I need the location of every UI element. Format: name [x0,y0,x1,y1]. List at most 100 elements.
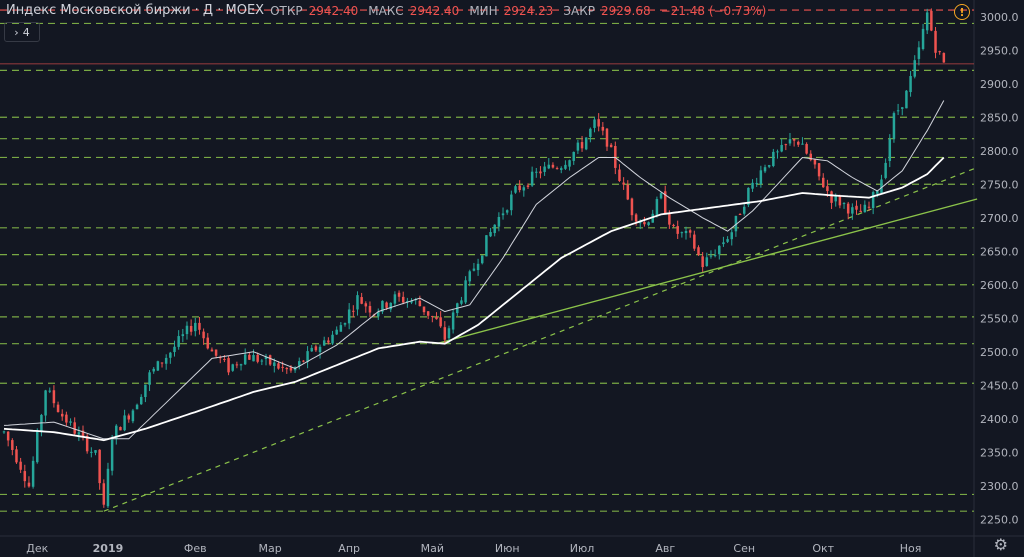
warning-icon[interactable]: ! [954,4,970,20]
candle-body [36,431,39,463]
candle-body [397,292,401,297]
candle-body [60,413,64,417]
candle-body [846,203,850,214]
y-tick-label: 2600.0 [980,279,1019,292]
candle-body [331,334,334,344]
candle-body [206,337,210,349]
candle-body [930,10,933,31]
candle-body [626,184,630,200]
candle-body [422,306,426,313]
candle-body [647,222,650,226]
candle-body [85,435,89,452]
y-tick-label: 2900.0 [980,78,1019,91]
close-label: ЗАКР [563,3,595,18]
candle-body [842,203,846,205]
candle-body [169,352,172,358]
candle-body [688,230,692,233]
x-tick-label: Авг [655,542,675,555]
candle-body [830,191,833,203]
candle-body [801,143,804,145]
chevron-right-icon: › [14,25,19,39]
candle-body [260,360,264,362]
candle-body [181,334,185,337]
y-tick-label: 2850.0 [980,111,1019,124]
candle-body [655,198,659,215]
candle-body [580,142,584,149]
candle-body [614,146,617,168]
candle-body [718,245,721,255]
candle-body [115,425,118,440]
symbol-legend: Индекс Московской биржи · Д · MOEX ОТКР 2… [6,3,766,18]
candle-body [472,268,476,271]
candle-body [576,142,580,151]
candle-body [618,169,621,182]
candle-body [285,367,289,370]
candle-body [119,427,122,431]
candle-body [780,144,783,152]
x-tick-label: Дек [26,542,48,555]
candle-body [901,107,904,109]
candle-body [385,302,388,308]
candle-body [52,390,56,404]
candle-body [622,182,625,185]
candle-body [726,239,729,242]
candle-body [601,126,605,131]
candle-body [851,207,854,214]
gear-icon[interactable]: ⚙ [993,535,1008,554]
candle-body [439,317,442,327]
candle-body [942,53,946,63]
candle-body [643,222,646,225]
candle-body [98,449,101,484]
candle-body [871,192,875,209]
y-tick-label: 2500.0 [980,346,1019,359]
candle-body [23,471,27,482]
candle-body [663,191,667,214]
candle-body [755,183,758,185]
candle-body [917,47,921,59]
y-tick-label: 3000.0 [980,11,1019,24]
candle-body [730,232,734,240]
candle-body [838,196,842,206]
low-value: 2924.23 [503,3,554,18]
candle-body [148,372,151,385]
candle-body [535,171,538,173]
candle-body [277,363,280,369]
x-tick-label: Ноя [900,542,922,555]
symbol-title[interactable]: Индекс Московской биржи · Д · MOEX [6,3,265,18]
candle-body [160,362,164,364]
candle-body [863,204,867,213]
candle-body [560,168,563,170]
candle-body [406,300,409,303]
candle-body [177,336,180,347]
candle-body [410,300,413,303]
y-tick-label: 2350.0 [980,446,1019,459]
candle-body [393,294,397,304]
candle-body [11,440,14,450]
x-tick-label: Июн [495,542,520,555]
trend-line-dashed [103,166,978,512]
candle-body [289,367,293,371]
indicators-toggle-button[interactable]: › 4 [4,22,40,42]
candle-body [555,168,559,170]
candle-body [934,30,937,53]
candle-body [738,213,742,215]
candle-body [759,170,763,185]
candle-body [792,139,796,141]
candle-body [94,450,97,453]
x-tick-label: Апр [338,542,360,555]
candle-body [896,110,900,112]
candle-body [817,163,821,177]
y-tick-label: 2750.0 [980,178,1019,191]
candle-body [705,257,709,267]
candle-body [198,322,201,330]
candle-body [339,325,343,332]
candle-body [742,206,746,214]
y-tick-label: 2300.0 [980,480,1019,493]
candle-body [713,255,717,257]
candle-body [131,410,135,422]
candle-body [264,356,268,360]
candle-body [227,358,230,373]
candle-body [876,190,879,194]
candle-body [364,303,368,307]
